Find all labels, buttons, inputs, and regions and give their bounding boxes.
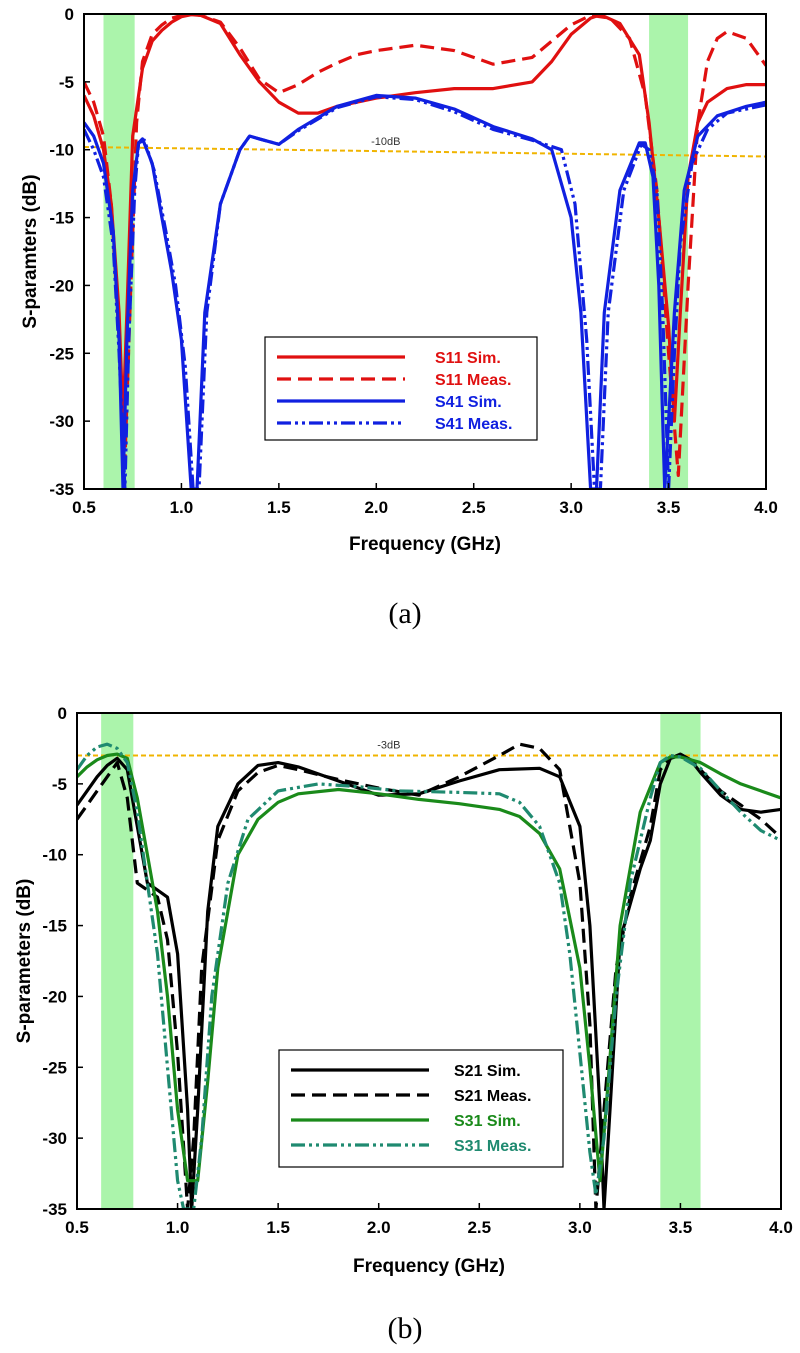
chart-b-x-tick-label: 1.5 [266,1218,290,1237]
chart-a-x-tick-label: 1.0 [170,498,194,517]
chart-a-plot-frame [83,13,767,490]
chart-a-x-tick-label: 0.5 [72,498,96,517]
chart-a-legend-label: S41 Meas. [435,416,512,433]
chart-b-y-tick-label: 0 [58,704,67,723]
chart-b-y-tick-label: -30 [42,1129,67,1148]
chart-b-band-1 [101,713,134,1209]
chart-b-x-tick-label: 0.5 [65,1218,89,1237]
chart-b-y-tick-label: -20 [42,987,67,1006]
chart-a-legend-label: S11 Meas. [435,372,512,389]
chart-a-y-tick-label: -25 [49,344,74,363]
chart-a-series-s11-meas [84,14,766,477]
chart-b-caption: (b) [388,1312,423,1345]
chart-b-legend-label: S21 Meas. [454,1088,531,1105]
chart-a-y-tick-label: -30 [49,412,74,431]
chart-a-x-tick-label: 2.0 [364,498,388,517]
chart-a-y-tick-label: -10 [49,141,74,160]
chart-b-reference-label: -3dB [377,740,400,752]
chart-b-x-tick-label: 3.5 [669,1218,693,1237]
chart-b-x-tick-label: 3.0 [568,1218,592,1237]
chart-b-series-s31-meas [77,742,781,1209]
chart-b-plot-frame [76,712,782,1210]
chart-a-x-tick-label: 3.5 [657,498,681,517]
chart-a-y-tick-label: -35 [49,480,74,499]
chart-a-x-tick-label: 3.0 [559,498,583,517]
chart-b-y-tick-label: -15 [42,917,67,936]
chart-a-y-tick-label: -15 [49,209,74,228]
chart-b-y-axis-title: S-parameters (dB) [14,879,35,1044]
chart-a-legend-label: S11 Sim. [435,350,501,367]
chart-a: -10dB 0.5 1.0 1.5 2.0 2.5 3.0 3.5 4.0 0 -5 -10 -15 -2… [20,5,778,630]
chart-b-legend-label: S31 Sim. [454,1113,521,1130]
chart-b-x-tick-label: 2.0 [367,1218,391,1237]
chart-b-y-tick-label: -25 [42,1058,67,1077]
chart-a-caption: (a) [388,597,421,630]
chart-a-y-tick-label: -20 [49,276,74,295]
chart-b-band-2 [660,713,701,1209]
chart-b-x-tick-label: 2.5 [467,1218,491,1237]
chart-b-x-axis-title: Frequency (GHz) [353,1256,505,1277]
chart-b-legend: S21 Sim. S21 Meas. S31 Sim. S31 Meas. [278,1049,564,1168]
chart-a-x-tick-label: 2.5 [462,498,486,517]
chart-b-x-tick-label: 4.0 [769,1218,793,1237]
chart-b-legend-label: S21 Sim. [454,1063,521,1080]
chart-a-series-s41-meas [84,95,766,489]
chart-b-legend-label: S31 Meas. [454,1138,531,1155]
chart-a-y-axis-title: S-paramters (dB) [20,174,41,328]
chart-a-legend: S11 Sim. S11 Meas. S41 Sim. S41 Meas. [264,336,538,441]
chart-b-y-tick-label: -35 [42,1200,67,1219]
chart-b-y-tick-label: -5 [52,775,67,794]
chart-a-y-tick-label: -5 [59,73,74,92]
chart-a-x-tick-label: 4.0 [754,498,778,517]
chart-a-reference-label: -10dB [371,136,400,148]
chart-b-y-tick-label: -10 [42,846,67,865]
chart-b: -3dB 0.5 1.0 1.5 2.0 2.5 3.0 3.5 4.0 0 -5 -10 -15 -20… [14,704,793,1345]
chart-a-x-tick-label: 1.5 [267,498,291,517]
chart-a-x-axis-title: Frequency (GHz) [349,534,501,555]
chart-a-legend-label: S41 Sim. [435,394,502,411]
chart-b-x-tick-label: 1.0 [166,1218,190,1237]
chart-a-y-tick-label: 0 [65,5,74,24]
